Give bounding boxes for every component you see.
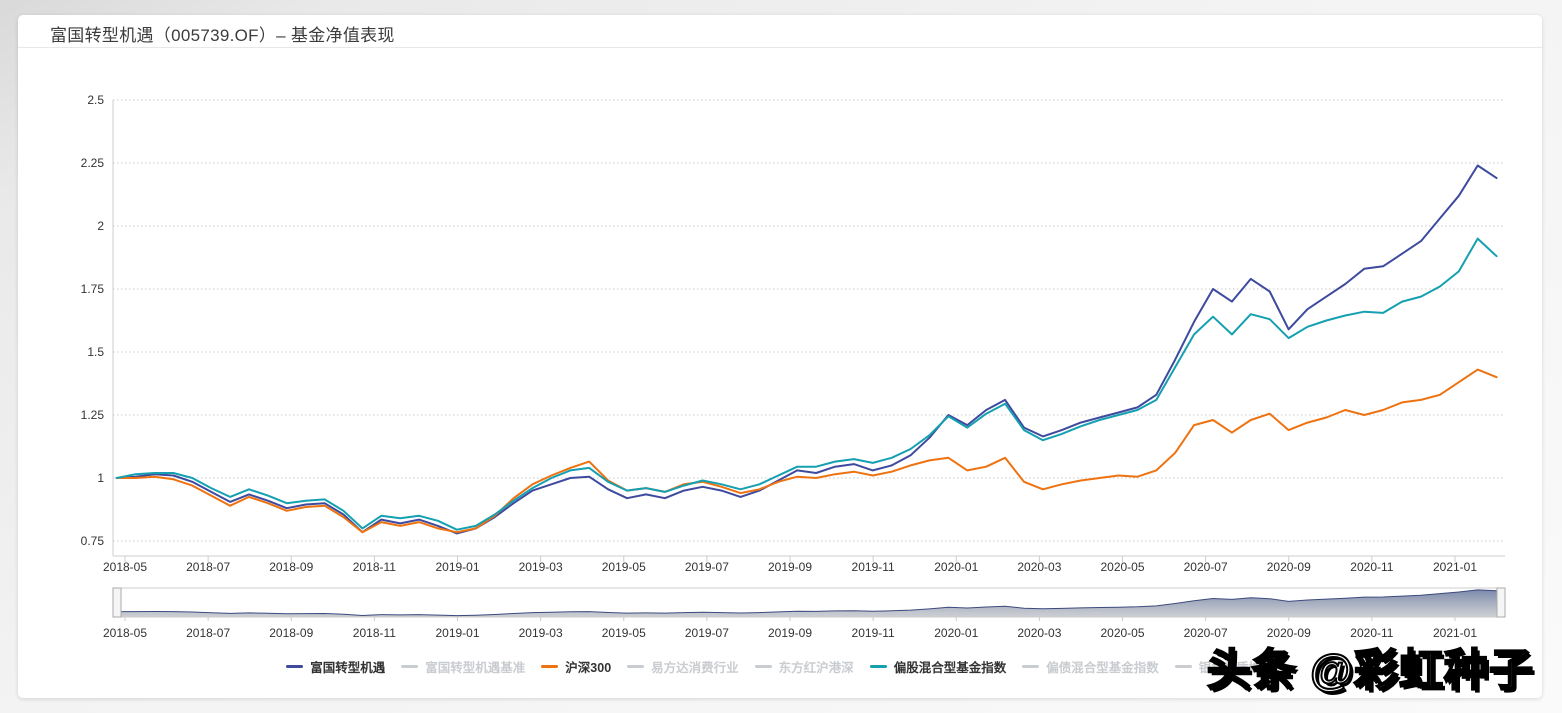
- y-tick-label: 1.75: [81, 282, 105, 296]
- x-tick-label: 2018-11: [353, 560, 396, 574]
- navigator-x-tick-label: 2018-07: [186, 626, 230, 640]
- legend-marker: [401, 664, 419, 668]
- legend-label: 沪深300: [565, 660, 612, 675]
- legend-label: 偏债混合型基金指数: [1046, 660, 1159, 675]
- legend-label: 富国转型机遇: [310, 660, 386, 675]
- navigator-line: [116, 589, 1497, 617]
- chart-title: 富国转型机遇（005739.OF）– 基金净值表现: [18, 15, 1542, 48]
- y-tick-label: 2.25: [81, 156, 105, 170]
- series-line-富国转型机遇[interactable]: [115, 164, 1498, 535]
- navigator-x-tick-label: 2019-09: [768, 626, 812, 640]
- legend-item-富国转型机遇基准[interactable]: 富国转型机遇基准: [401, 657, 525, 676]
- legend-item-富国转型机遇[interactable]: 富国转型机遇: [286, 657, 385, 676]
- legend-marker: [1174, 664, 1192, 668]
- legend: 富国转型机遇 富国转型机遇基准 沪深300 易方达消费行业 东方红沪港深 偏股混合型基金指…: [18, 655, 1542, 677]
- x-tick-label: 2020-07: [1184, 560, 1228, 574]
- legend-marker: [869, 664, 887, 668]
- y-tick-label: 2.5: [87, 93, 104, 107]
- x-tick-label: 2019-09: [768, 560, 812, 574]
- navigator-x-tick-label: 2020-03: [1017, 626, 1061, 640]
- x-tick-label: 2018-07: [186, 560, 230, 574]
- navigator-x-tick-label: 2018-05: [103, 626, 147, 640]
- watermark: 头条 @彩虹种子: [1206, 645, 1534, 696]
- navigator-x-tick-label: 2019-11: [852, 626, 895, 640]
- legend-marker: [627, 664, 645, 668]
- navigator-x-tick-label: 2018-11: [353, 626, 396, 640]
- navigator-x-tick-label: 2019-07: [685, 626, 729, 640]
- y-tick-label: 0.75: [81, 534, 105, 548]
- navigator-x-tick-label: 2020-11: [1350, 626, 1393, 640]
- x-tick-label: 2020-05: [1100, 560, 1144, 574]
- navigator-x-tick-label: 2020-07: [1184, 626, 1228, 640]
- navigator-x-tick-label: 2019-05: [602, 626, 646, 640]
- legend-item-易方达消费行业[interactable]: 易方达消费行业: [627, 657, 739, 676]
- navigator-x-tick-label: 2019-03: [519, 626, 563, 640]
- series-lines: [115, 164, 1498, 535]
- series-line-沪深300[interactable]: [115, 368, 1498, 534]
- legend-label: 银华优质增长: [1198, 660, 1274, 675]
- legend-label: 偏股混合型基金指数: [893, 660, 1007, 675]
- x-tick-label: 2019-11: [852, 560, 895, 574]
- x-tick-label: 2020-01: [934, 560, 978, 574]
- x-tick-label: 2018-05: [103, 560, 147, 574]
- x-tick-label: 2019-03: [519, 560, 563, 574]
- legend-label: 易方达消费行业: [651, 660, 739, 675]
- legend-label: 富国转型机遇基准: [425, 660, 526, 675]
- navigator-x-tick-label: 2020-01: [934, 626, 978, 640]
- navigator-x-tick-label: 2020-09: [1267, 626, 1311, 640]
- legend-label: 东方红沪港深: [778, 660, 854, 675]
- legend-marker: [754, 664, 772, 668]
- navigator-x-axis: 2018-05 2018-07 2018-09 2018-11 2019-01 2019-…: [103, 617, 1477, 640]
- navigator-x-tick-label: 2018-09: [269, 626, 313, 640]
- navigator-area: [116, 589, 1497, 617]
- legend-item-沪深300[interactable]: 沪深300: [541, 657, 611, 676]
- x-tick-label: 2019-01: [435, 560, 479, 574]
- series-line-偏股混合型基金指数[interactable]: [115, 237, 1498, 531]
- y-tick-label: 1: [97, 471, 104, 485]
- y-tick-label: 1.25: [81, 408, 105, 422]
- legend-item-银华优质增长[interactable]: 银华优质增长: [1174, 657, 1274, 676]
- x-tick-label: 2018-09: [269, 560, 313, 574]
- x-tick-label: 2020-09: [1267, 560, 1311, 574]
- y-gridlines: [113, 99, 1505, 542]
- navigator-handle-left[interactable]: [112, 587, 122, 618]
- x-tick-label: 2020-11: [1350, 560, 1393, 574]
- y-axis: 2.5 2.25 2 1.75 1.5 1.25 1 0.75: [81, 93, 114, 556]
- x-tick-label: 2020-03: [1017, 560, 1061, 574]
- navigator-x-tick-label: 2021-01: [1433, 626, 1477, 640]
- legend-marker: [1022, 664, 1040, 668]
- legend-marker: [286, 664, 304, 668]
- chart-card: 富国转型机遇（005739.OF）– 基金净值表现 2.5 2.25 2 1.75 1.…: [18, 15, 1542, 698]
- legend-item-偏股混合型基金指数[interactable]: 偏股混合型基金指数: [869, 657, 1007, 676]
- y-tick-label: 1.5: [87, 345, 104, 359]
- navigator-x-tick-label: 2020-05: [1100, 626, 1144, 640]
- x-tick-label: 2019-05: [602, 560, 646, 574]
- x-tick-label: 2019-07: [685, 560, 729, 574]
- legend-item-偏债混合型基金指数[interactable]: 偏债混合型基金指数: [1022, 657, 1159, 676]
- navigator-x-tick-label: 2019-01: [435, 626, 479, 640]
- x-axis: 2018-05 2018-07 2018-09 2018-11 2019-01 2019-…: [103, 555, 1505, 574]
- y-tick-label: 2: [97, 219, 104, 233]
- navigator-handle-right[interactable]: [1496, 587, 1506, 618]
- x-tick-label: 2021-01: [1433, 560, 1477, 574]
- navigator[interactable]: [112, 587, 1506, 618]
- legend-marker: [541, 664, 559, 668]
- legend-item-东方红沪港深[interactable]: 东方红沪港深: [754, 657, 854, 676]
